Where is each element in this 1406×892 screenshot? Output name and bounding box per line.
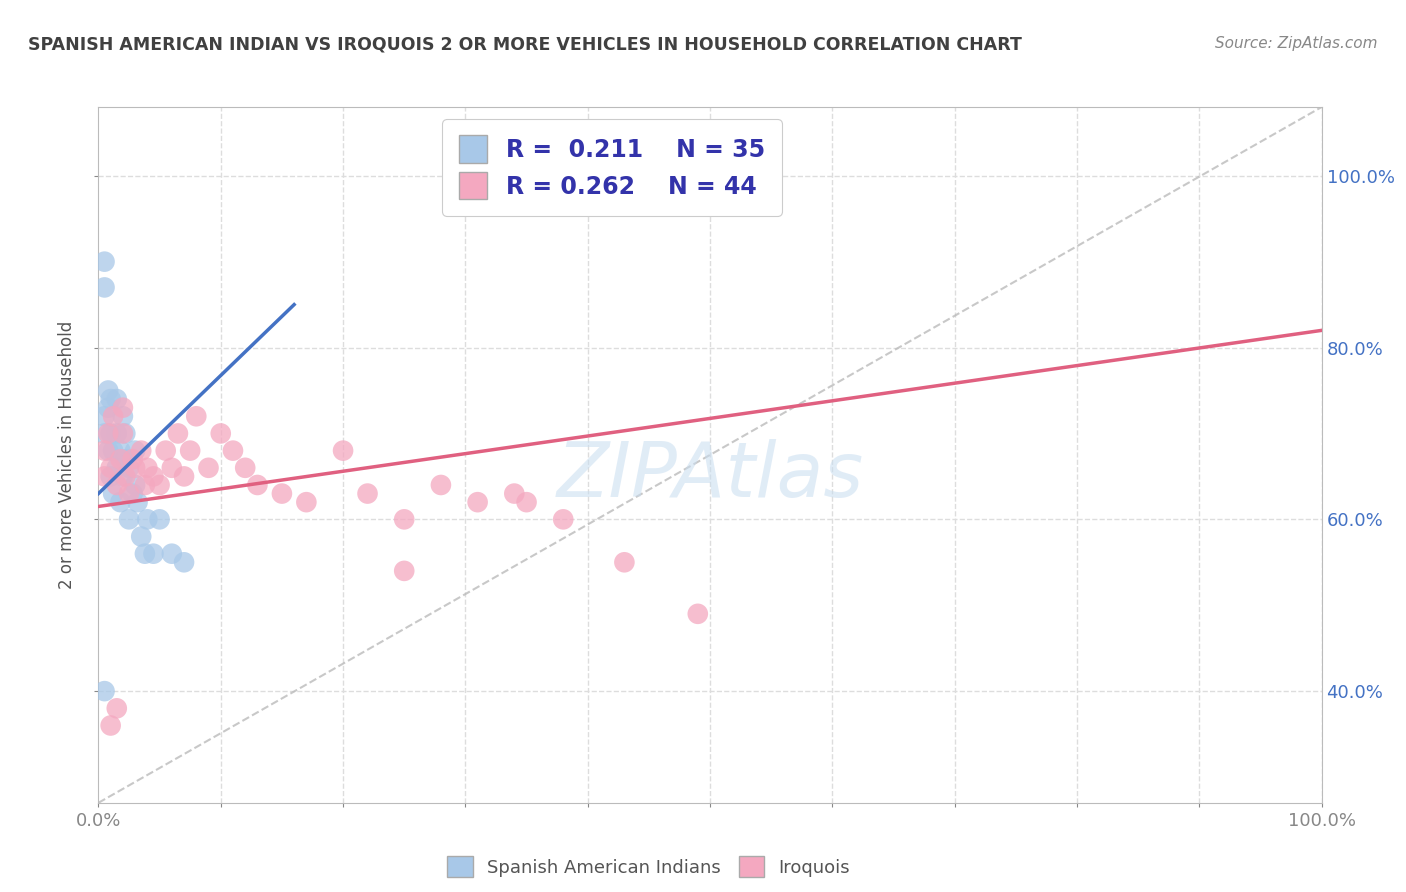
Point — [134, 547, 156, 561]
Point — [121, 452, 143, 467]
Point — [392, 564, 416, 578]
Point — [110, 443, 132, 458]
Point — [97, 443, 120, 458]
Point — [97, 384, 120, 398]
Point — [124, 460, 146, 475]
Point — [101, 443, 124, 458]
Point — [114, 469, 136, 483]
Point — [93, 469, 115, 483]
Point — [613, 555, 636, 569]
Text: Source: ZipAtlas.com: Source: ZipAtlas.com — [1215, 36, 1378, 51]
Point — [197, 460, 219, 475]
Point — [553, 512, 575, 526]
Point — [101, 486, 124, 500]
Point — [129, 443, 152, 458]
Point — [246, 478, 269, 492]
Point — [160, 547, 183, 561]
Point — [111, 469, 134, 483]
Point — [100, 469, 122, 483]
Point — [430, 478, 453, 492]
Point — [111, 409, 134, 424]
Point — [686, 607, 709, 621]
Point — [270, 486, 294, 500]
Point — [118, 460, 141, 475]
Legend: Spanish American Indians, Iroquois: Spanish American Indians, Iroquois — [440, 849, 858, 884]
Point — [503, 486, 526, 500]
Point — [124, 443, 146, 458]
Point — [127, 495, 149, 509]
Point — [136, 460, 159, 475]
Text: SPANISH AMERICAN INDIAN VS IROQUOIS 2 OR MORE VEHICLES IN HOUSEHOLD CORRELATION : SPANISH AMERICAN INDIAN VS IROQUOIS 2 OR… — [28, 36, 1022, 54]
Point — [136, 512, 159, 526]
Point — [100, 460, 122, 475]
Point — [93, 426, 115, 441]
Point — [105, 426, 128, 441]
Point — [101, 409, 124, 424]
Point — [93, 254, 115, 268]
Point — [100, 392, 122, 406]
Point — [142, 469, 165, 483]
Point — [173, 469, 195, 483]
Point — [142, 547, 165, 561]
Point — [179, 443, 201, 458]
Point — [515, 495, 537, 509]
Point — [295, 495, 318, 509]
Point — [114, 452, 136, 467]
Point — [160, 460, 183, 475]
Point — [121, 486, 143, 500]
Point — [118, 486, 141, 500]
Point — [134, 478, 156, 492]
Point — [167, 426, 190, 441]
Point — [332, 443, 354, 458]
Point — [93, 684, 115, 698]
Point — [233, 460, 256, 475]
Point — [111, 426, 134, 441]
Point — [118, 512, 141, 526]
Point — [149, 512, 172, 526]
Point — [97, 401, 120, 415]
Point — [467, 495, 489, 509]
Point — [110, 495, 132, 509]
Point — [173, 555, 195, 569]
Point — [110, 452, 132, 467]
Point — [97, 426, 120, 441]
Point — [209, 426, 232, 441]
Point — [105, 460, 128, 475]
Point — [93, 443, 115, 458]
Y-axis label: 2 or more Vehicles in Household: 2 or more Vehicles in Household — [58, 321, 76, 589]
Point — [114, 426, 136, 441]
Point — [186, 409, 208, 424]
Point — [124, 478, 146, 492]
Point — [392, 512, 416, 526]
Point — [100, 718, 122, 732]
Text: ZIPAtlas: ZIPAtlas — [557, 439, 863, 513]
Point — [129, 529, 152, 543]
Point — [93, 280, 115, 294]
Point — [111, 401, 134, 415]
Point — [155, 443, 177, 458]
Point — [93, 409, 115, 424]
Point — [105, 701, 128, 715]
Point — [105, 478, 128, 492]
Point — [100, 426, 122, 441]
Point — [222, 443, 245, 458]
Point — [105, 392, 128, 406]
Point — [356, 486, 378, 500]
Point — [149, 478, 172, 492]
